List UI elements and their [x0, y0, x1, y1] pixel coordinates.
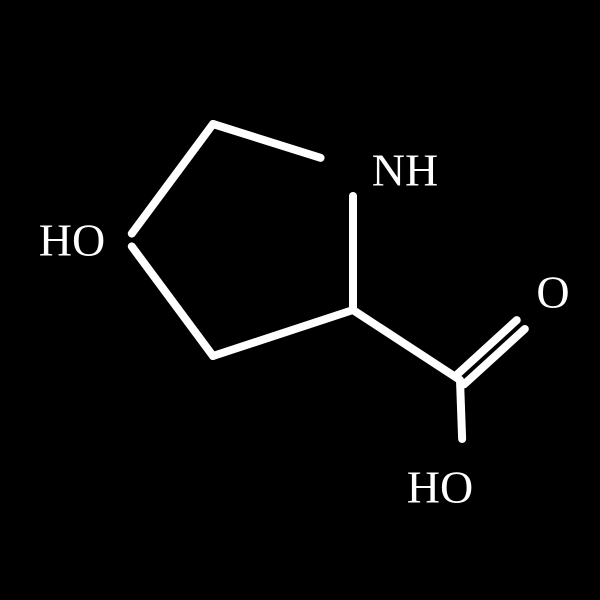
atom-label: NH	[372, 144, 438, 197]
molecule-diagram: NH HO O HO	[0, 0, 600, 600]
bond-layer	[0, 0, 600, 600]
atom-label: HO	[407, 461, 473, 514]
atom-label: HO	[39, 214, 105, 267]
atom-label: O	[536, 266, 569, 319]
